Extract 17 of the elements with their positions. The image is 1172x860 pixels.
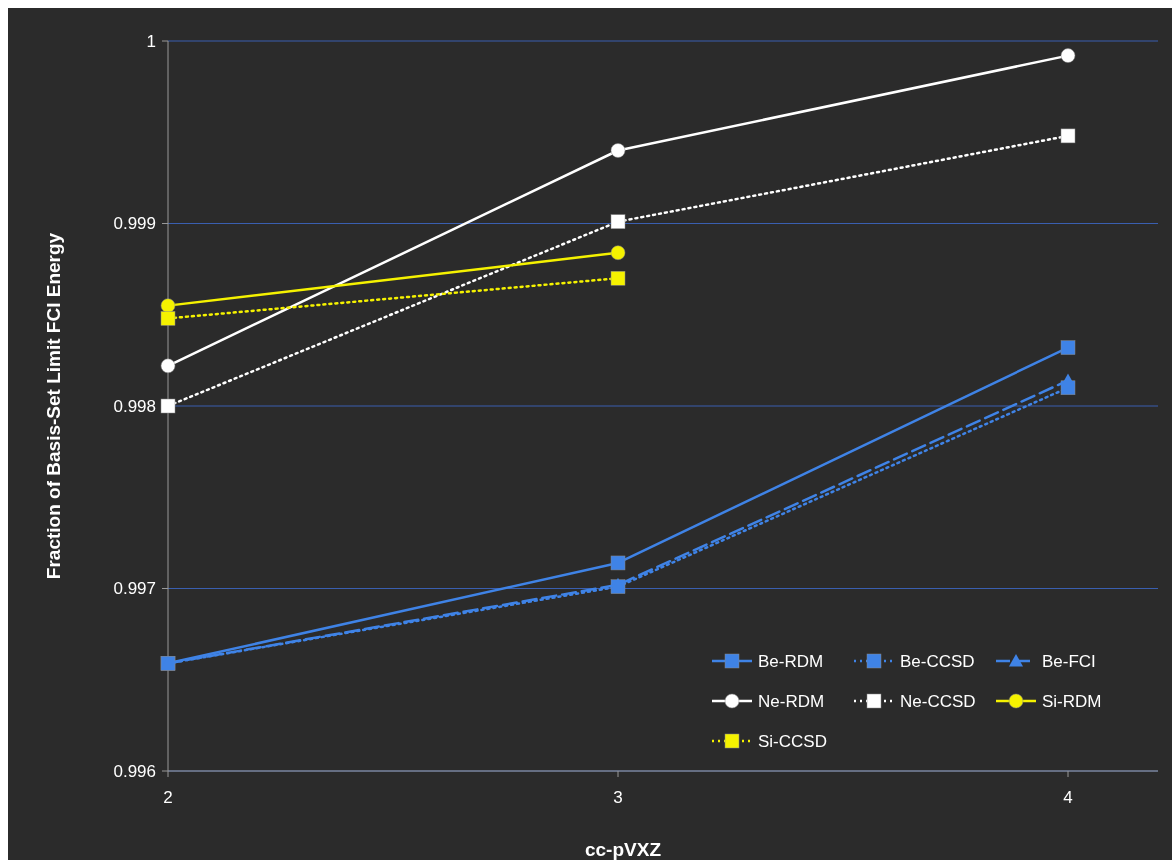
- x-tick-label: 4: [1063, 788, 1073, 807]
- legend-label: Be-FCI: [1042, 651, 1096, 671]
- y-tick-label: 1: [146, 31, 156, 51]
- x-tick-label: 3: [613, 788, 623, 807]
- legend-label: Si-RDM: [1042, 691, 1102, 711]
- legend-label: Be-CCSD: [900, 651, 975, 671]
- y-tick-label: 0.996: [113, 761, 156, 781]
- legend-label: Be-RDM: [758, 651, 824, 671]
- legend-label: Si-CCSD: [758, 731, 827, 751]
- legend-label: Ne-CCSD: [900, 691, 976, 711]
- y-tick-label: 0.998: [113, 396, 156, 416]
- y-tick-label: 0.997: [113, 579, 156, 599]
- x-tick-label: 2: [163, 788, 173, 807]
- x-axis-title: cc-pVXZ: [584, 839, 662, 860]
- legend-label: Ne-RDM: [758, 691, 825, 711]
- y-tick-label: 0.999: [113, 214, 156, 234]
- y-axis-title: Fraction of Basis-Set Limit FCI Energy: [43, 232, 64, 580]
